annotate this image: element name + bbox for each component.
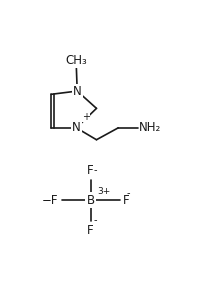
Text: F: F [123, 194, 130, 207]
Text: -: - [94, 166, 97, 175]
Text: B: B [87, 194, 95, 207]
Text: F: F [87, 224, 94, 237]
Text: -: - [94, 215, 97, 225]
Text: F: F [87, 164, 94, 176]
Text: -: - [126, 188, 130, 198]
Text: N: N [72, 121, 81, 134]
Text: 3+: 3+ [97, 187, 110, 196]
Text: NH₂: NH₂ [139, 121, 161, 134]
Text: CH₃: CH₃ [65, 54, 87, 67]
Text: +: + [82, 112, 90, 123]
Text: N: N [73, 85, 82, 98]
Text: −F: −F [41, 194, 58, 207]
